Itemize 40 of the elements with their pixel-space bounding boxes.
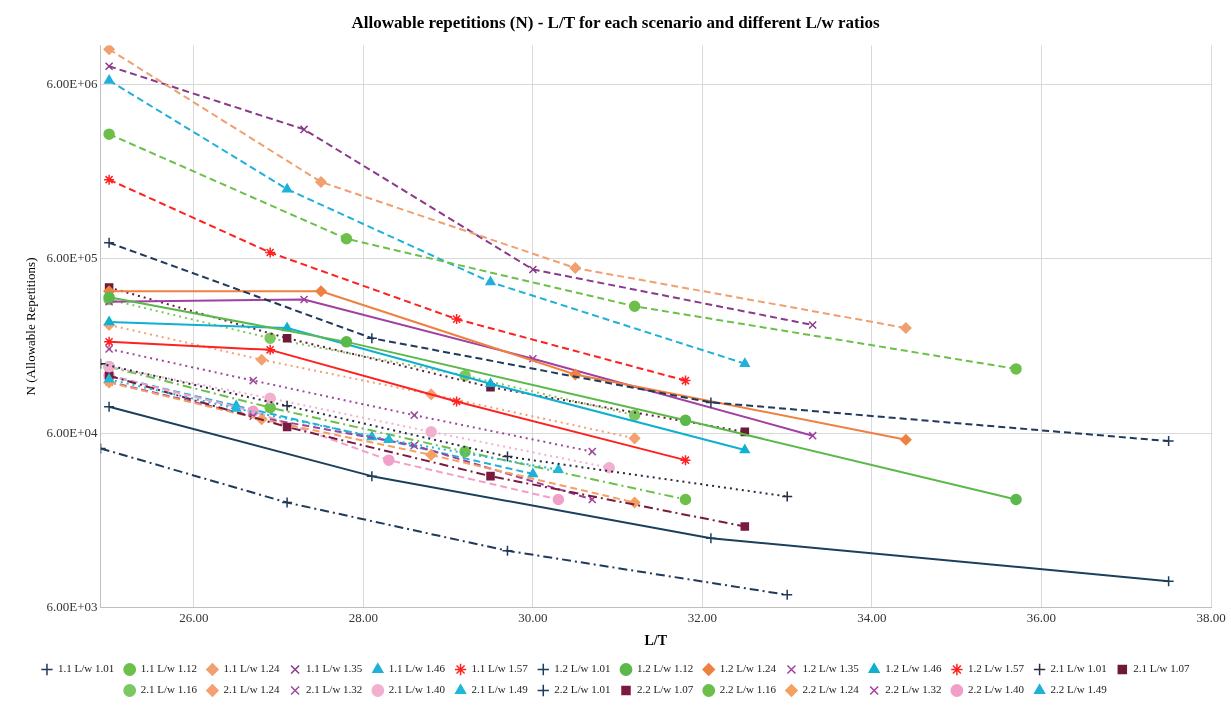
y-tick-label: 6.00E+04 bbox=[46, 424, 99, 440]
legend-label: 1.1 L/w 1.24 bbox=[223, 662, 281, 675]
legend-label: 1.2 L/w 1.57 bbox=[967, 662, 1025, 675]
legend-label: 1.2 L/w 1.46 bbox=[885, 662, 942, 675]
legend-label: 2.2 L/w 1.01 bbox=[554, 683, 611, 696]
legend-label: 2.1 L/w 1.49 bbox=[471, 683, 529, 696]
x-tick-label: 32.00 bbox=[687, 609, 718, 625]
x-tick-label: 36.00 bbox=[1026, 609, 1057, 625]
x-tick-label: 38.00 bbox=[1196, 609, 1226, 625]
legend-label: 2.2 L/w 1.16 bbox=[719, 683, 777, 696]
legend-label: 2.2 L/w 1.49 bbox=[1050, 683, 1108, 696]
x-tick-label: 28.00 bbox=[348, 609, 379, 625]
legend-label: 2.1 L/w 1.40 bbox=[388, 683, 446, 696]
legend-label: 2.1 L/w 1.16 bbox=[140, 683, 198, 696]
legend-label: 2.2 L/w 1.40 bbox=[967, 683, 1025, 696]
x-tick-label: 26.00 bbox=[179, 609, 209, 625]
y-axis-title: N (Allowable Repetitions) bbox=[23, 257, 39, 396]
legend-label: 2.2 L/w 1.32 bbox=[885, 683, 942, 696]
legend-label: 1.1 L/w 1.12 bbox=[140, 662, 197, 675]
legend-label: 1.1 L/w 1.35 bbox=[306, 662, 363, 675]
legend-label: 1.1 L/w 1.46 bbox=[388, 662, 446, 675]
legend-label: 1.2 L/w 1.12 bbox=[637, 662, 694, 675]
legend-label: 2.1 L/w 1.07 bbox=[1133, 662, 1191, 675]
legend-label: 2.1 L/w 1.01 bbox=[1050, 662, 1107, 675]
legend-label: 2.1 L/w 1.32 bbox=[306, 683, 363, 696]
y-tick-label: 6.00E+03 bbox=[46, 599, 98, 615]
legend-label: 1.1 L/w 1.57 bbox=[471, 662, 529, 675]
legend-label: 1.2 L/w 1.24 bbox=[719, 662, 777, 675]
legend-label: 1.2 L/w 1.35 bbox=[802, 662, 860, 675]
x-axis-title: L/T bbox=[644, 633, 668, 649]
legend-label: 2.2 L/w 1.24 bbox=[802, 683, 860, 696]
y-tick-label: 6.00E+06 bbox=[46, 75, 99, 91]
legend-label: 1.2 L/w 1.01 bbox=[554, 662, 611, 675]
x-tick-label: 34.00 bbox=[857, 609, 887, 625]
legend-label: 1.1 L/w 1.01 bbox=[57, 662, 115, 675]
x-tick-label: 30.00 bbox=[518, 609, 548, 625]
y-tick-label: 6.00E+05 bbox=[46, 250, 98, 266]
chart-title: Allowable repetitions (N) - L/T for each scenario and different L/w ratios bbox=[351, 12, 880, 32]
legend-label: 2.2 L/w 1.07 bbox=[637, 683, 694, 696]
legend-label: 2.1 L/w 1.24 bbox=[223, 683, 281, 696]
